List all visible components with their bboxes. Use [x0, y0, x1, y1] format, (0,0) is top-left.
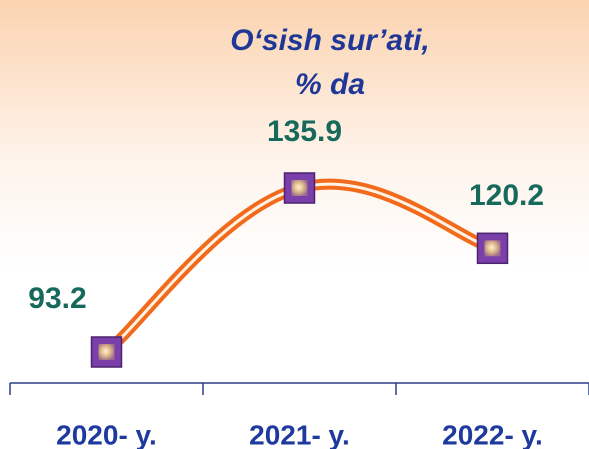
chart-title: O‘sish sur’ati,	[230, 24, 430, 57]
x-tick-label: 2021- y.	[249, 419, 350, 449]
marker-inner	[484, 240, 501, 257]
marker-inner	[291, 180, 308, 196]
marker	[476, 232, 509, 265]
marker	[90, 336, 123, 368]
marker-inner	[98, 344, 115, 360]
chart-title: % da	[295, 68, 365, 101]
x-tick-label: 2020- y.	[56, 419, 157, 449]
data-label: 135.9	[267, 115, 342, 148]
x-tick-label: 2022- y.	[442, 419, 543, 449]
data-label: 120.2	[469, 179, 544, 212]
data-label: 93.2	[28, 282, 86, 315]
